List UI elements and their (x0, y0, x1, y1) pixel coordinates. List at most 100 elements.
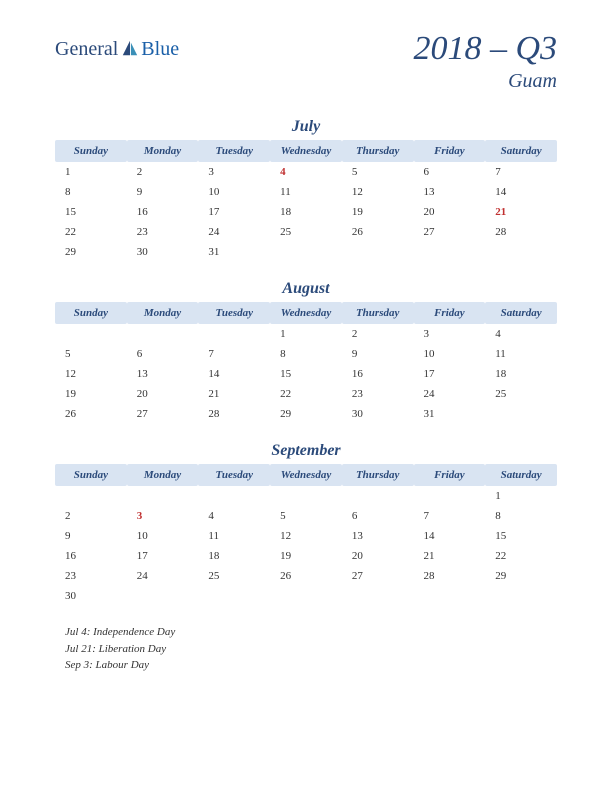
calendar-cell: 31 (198, 242, 270, 262)
calendar-cell: 5 (342, 162, 414, 182)
calendar-cell: 13 (414, 182, 486, 202)
calendar-cell (414, 242, 486, 262)
calendar-cell: 1 (270, 324, 342, 344)
calendar-cell: 17 (414, 364, 486, 384)
calendar-row: 567891011 (55, 344, 557, 364)
calendar-cell: 19 (270, 546, 342, 566)
calendar-row: 23242526272829 (55, 566, 557, 586)
month-name: August (55, 280, 557, 298)
calendar-cell: 14 (198, 364, 270, 384)
calendar-row: 22232425262728 (55, 222, 557, 242)
calendar-row: 16171819202122 (55, 546, 557, 566)
day-header: Wednesday (270, 302, 342, 324)
calendar-cell: 6 (127, 344, 199, 364)
calendar-cell: 26 (55, 404, 127, 424)
calendar-cell: 28 (485, 222, 557, 242)
logo-text-general: General (55, 38, 118, 61)
calendar-cell: 12 (55, 364, 127, 384)
calendar-cell: 30 (342, 404, 414, 424)
calendar-cell: 5 (270, 506, 342, 526)
calendar-cell: 8 (270, 344, 342, 364)
calendar-cell: 22 (485, 546, 557, 566)
title-block: 2018 – Q3 Guam (413, 30, 557, 93)
calendar-cell (55, 324, 127, 344)
calendar-table: SundayMondayTuesdayWednesdayThursdayFrid… (55, 464, 557, 606)
calendar-cell (485, 242, 557, 262)
calendar-cell: 16 (127, 202, 199, 222)
calendar-cell: 12 (342, 182, 414, 202)
calendar-cell: 20 (414, 202, 486, 222)
calendar-cell: 22 (55, 222, 127, 242)
calendar-cell: 2 (55, 506, 127, 526)
calendar-cell: 18 (485, 364, 557, 384)
calendar-cell: 1 (485, 486, 557, 506)
calendar-cell: 16 (55, 546, 127, 566)
calendar-cell (270, 242, 342, 262)
calendar-cell: 25 (485, 384, 557, 404)
calendar-cell (342, 242, 414, 262)
calendar-cell: 10 (414, 344, 486, 364)
day-header: Sunday (55, 140, 127, 162)
day-header: Friday (414, 302, 486, 324)
calendar-cell: 28 (198, 404, 270, 424)
holidays-list: Jul 4: Independence DayJul 21: Liberatio… (55, 624, 557, 674)
calendar-cell: 8 (485, 506, 557, 526)
calendar-cell: 21 (414, 546, 486, 566)
calendar-row: 30 (55, 586, 557, 606)
calendar-row: 891011121314 (55, 182, 557, 202)
calendar-cell: 2 (127, 162, 199, 182)
calendar-row: 12131415161718 (55, 364, 557, 384)
region-name: Guam (413, 70, 557, 93)
day-header: Thursday (342, 302, 414, 324)
day-header: Monday (127, 302, 199, 324)
calendar-cell (127, 324, 199, 344)
calendar-row: 9101112131415 (55, 526, 557, 546)
quarter-title: 2018 – Q3 (413, 30, 557, 68)
calendar-cell: 11 (270, 182, 342, 202)
calendar-cell: 8 (55, 182, 127, 202)
holiday-entry: Sep 3: Labour Day (65, 657, 557, 674)
calendar-cell (485, 586, 557, 606)
calendar-cell: 9 (342, 344, 414, 364)
calendar-cell (270, 486, 342, 506)
holiday-entry: Jul 4: Independence Day (65, 624, 557, 641)
calendar-cell: 23 (55, 566, 127, 586)
calendar-row: 2345678 (55, 506, 557, 526)
month-name: July (55, 118, 557, 136)
calendar-cell: 27 (414, 222, 486, 242)
day-header: Monday (127, 464, 199, 486)
calendar-cell (342, 486, 414, 506)
month-block: JulySundayMondayTuesdayWednesdayThursday… (55, 118, 557, 262)
calendar-cell: 4 (485, 324, 557, 344)
day-header: Tuesday (198, 140, 270, 162)
calendar-cell: 9 (127, 182, 199, 202)
calendar-cell: 4 (198, 506, 270, 526)
calendar-cell: 26 (342, 222, 414, 242)
calendar-cell: 16 (342, 364, 414, 384)
calendar-cell: 18 (198, 546, 270, 566)
calendar-cell: 9 (55, 526, 127, 546)
calendar-cell: 3 (127, 506, 199, 526)
calendar-cell: 1 (55, 162, 127, 182)
calendar-cell: 24 (414, 384, 486, 404)
calendar-row: 15161718192021 (55, 202, 557, 222)
calendar-cell: 24 (198, 222, 270, 242)
calendar-cell: 22 (270, 384, 342, 404)
calendar-cell (342, 586, 414, 606)
calendar-cell: 3 (198, 162, 270, 182)
month-block: SeptemberSundayMondayTuesdayWednesdayThu… (55, 442, 557, 606)
calendar-cell: 21 (198, 384, 270, 404)
calendar-cell: 19 (55, 384, 127, 404)
calendar-cell: 17 (198, 202, 270, 222)
header: General Blue 2018 – Q3 Guam (55, 30, 557, 93)
calendar-cell: 23 (127, 222, 199, 242)
month-block: August SundayMondayTuesdayWednesdayThursd… (55, 280, 557, 424)
calendar-cell: 10 (127, 526, 199, 546)
calendar-row: 1 (55, 486, 557, 506)
calendar-cell: 15 (270, 364, 342, 384)
calendar-table: SundayMondayTuesdayWednesdayThursdayFrid… (55, 302, 557, 424)
calendar-cell (127, 486, 199, 506)
calendar-cell: 13 (127, 364, 199, 384)
calendar-cell: 29 (55, 242, 127, 262)
calendar-cell: 11 (198, 526, 270, 546)
